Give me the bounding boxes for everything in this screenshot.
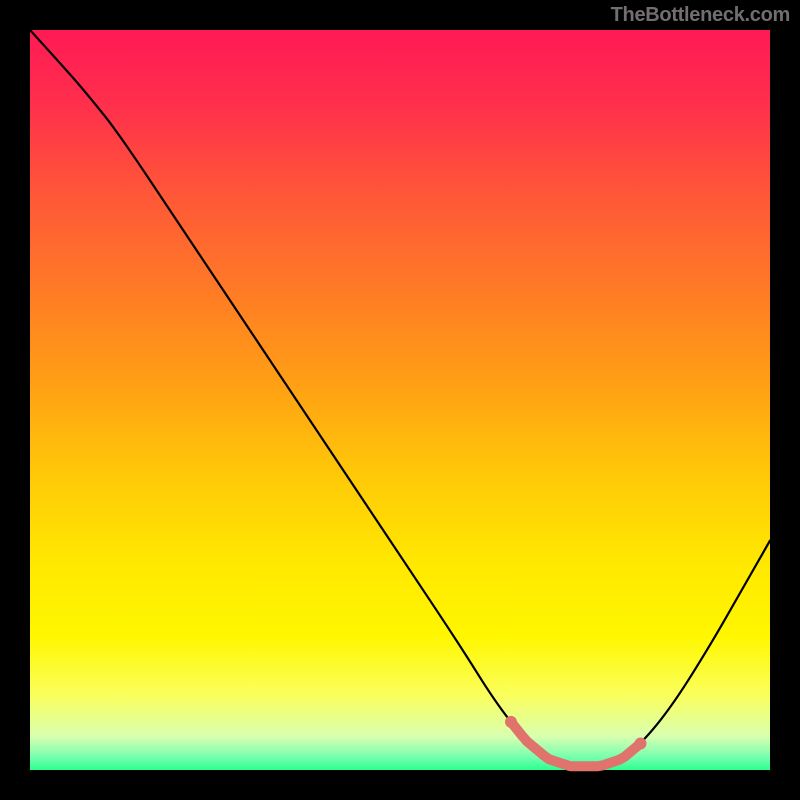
highlight-endcap-right (635, 737, 647, 749)
plot-background (30, 30, 770, 770)
chart-container: TheBottleneck.com (0, 0, 800, 800)
watermark-text: TheBottleneck.com (611, 4, 790, 27)
highlight-endcap-left (505, 716, 517, 728)
bottleneck-chart (0, 0, 800, 800)
